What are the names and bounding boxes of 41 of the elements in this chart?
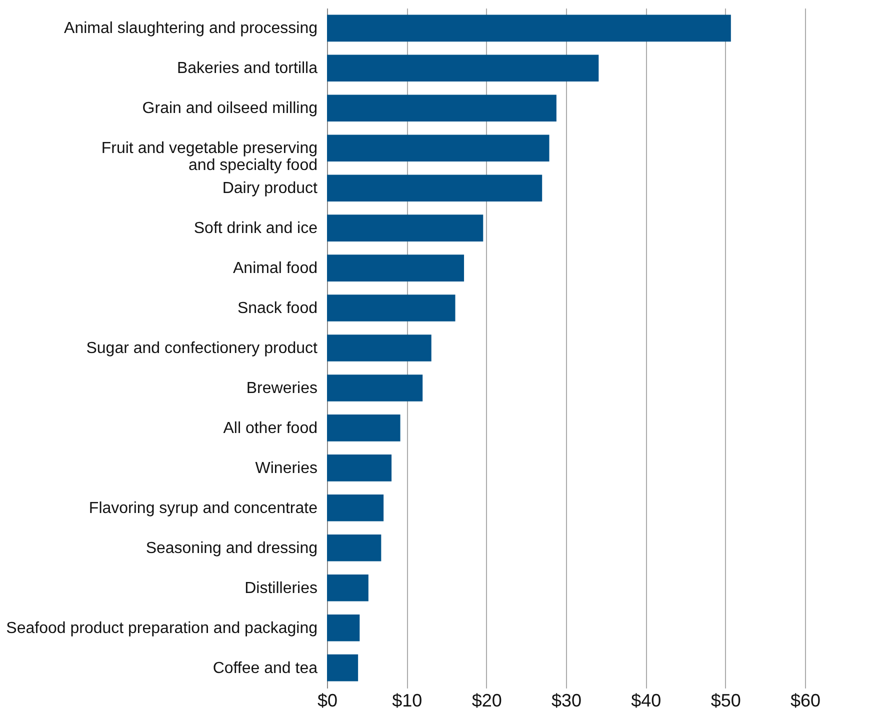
bar [327,214,484,242]
y-tick-label: Bakeries and tortilla [176,60,318,78]
bar [327,94,556,122]
bar [327,454,392,482]
y-tick-label: Distilleries [244,580,318,597]
bar [327,614,360,642]
bar [327,334,432,362]
y-tick-label: Animal food [233,260,318,278]
y-tick-label: Animal slaughtering and processing [64,20,318,38]
bar [327,174,542,202]
x-tick-label: $30 [551,690,582,710]
x-tick-label: $20 [472,690,502,710]
x-tick-label: $50 [710,690,741,710]
bar [327,54,599,82]
bar [327,254,464,282]
y-tick-label: Sugar and confectionery product [86,340,318,357]
y-tick-label: Snack food [237,300,318,318]
bar [327,574,368,602]
y-tick-label: Dairy product [222,180,318,198]
y-tick-label: Coffee and tea [212,660,318,677]
bar [327,374,423,402]
y-tick-label: All other food [223,420,318,437]
bar [327,654,358,682]
y-tick-label: Seafood product preparation and packaging [6,620,318,637]
x-tick-label: $60 [790,690,821,710]
bar [327,294,456,322]
x-tick-label: $0 [317,690,338,710]
x-tick-label: $10 [392,690,422,710]
y-tick-label: Seasoning and dressing [146,540,318,557]
y-tick-label: Flavoring syrup and concentrate [88,500,318,517]
bar [327,534,382,562]
y-tick-label: Wineries [255,460,318,477]
bar [327,414,400,442]
y-tick-label: Grain and oilseed milling [142,100,318,118]
bar [327,134,550,162]
y-tick-label: Soft drink and ice [194,220,318,238]
x-tick-label: $40 [631,690,662,710]
y-tick-label: Breweries [246,380,318,397]
y-tick-label: Fruit and vegetable preserving and specialty food [101,140,318,174]
bar [327,494,384,522]
bar [327,14,731,42]
